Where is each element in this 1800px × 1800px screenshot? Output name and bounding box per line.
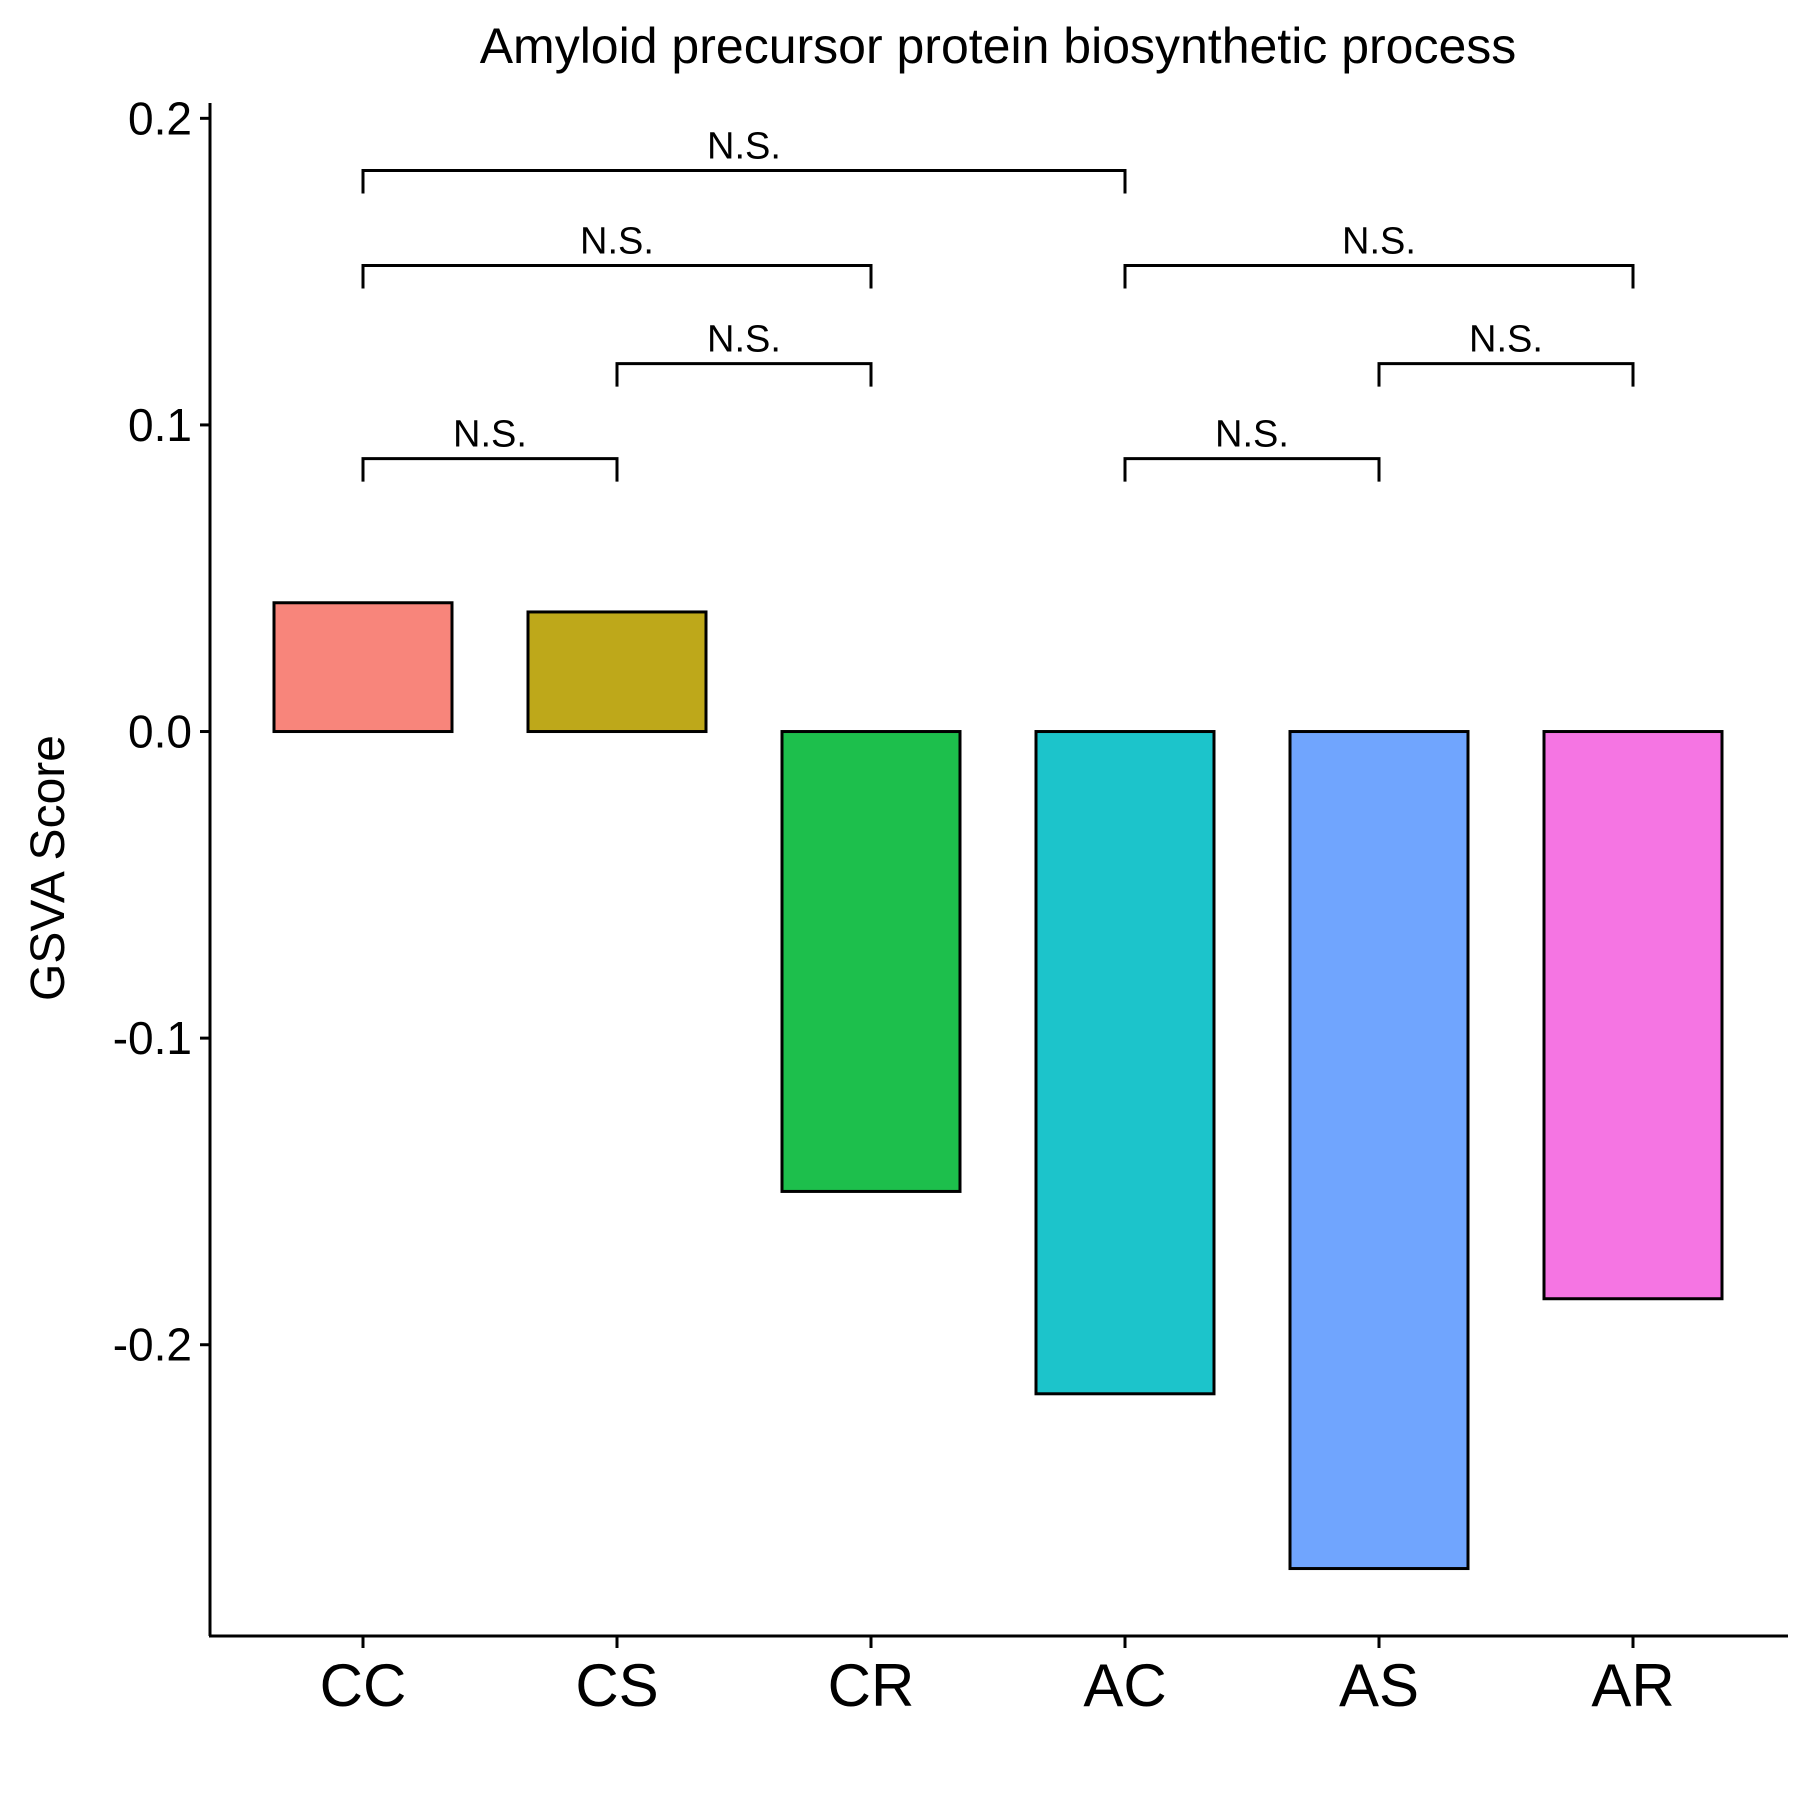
bracket-line bbox=[1377, 362, 1635, 387]
significance-label: N.S. bbox=[1215, 414, 1289, 456]
bar-as bbox=[1288, 730, 1470, 1571]
significance-label: N.S. bbox=[707, 125, 781, 167]
significance-label: N.S. bbox=[453, 414, 527, 456]
x-tick-label: AS bbox=[1339, 1652, 1419, 1719]
y-tick-label: 0.1 bbox=[128, 399, 192, 451]
significance-label: N.S. bbox=[1342, 220, 1416, 262]
bracket-line bbox=[361, 168, 1127, 194]
bar-cr bbox=[780, 730, 962, 1193]
y-tick-label: 0.2 bbox=[128, 92, 192, 144]
bar-cc bbox=[272, 601, 454, 734]
significance-label: N.S. bbox=[1469, 319, 1543, 361]
comparison-bracket: N.S. bbox=[615, 319, 873, 387]
comparison-bracket: N.S. bbox=[361, 220, 873, 289]
bracket-line bbox=[1123, 263, 1635, 289]
y-tick-label: 0.0 bbox=[128, 706, 192, 758]
comparison-bracket: N.S. bbox=[1123, 220, 1635, 289]
comparison-bracket: N.S. bbox=[361, 414, 619, 482]
bracket-line bbox=[361, 263, 873, 289]
y-tick-label: -0.1 bbox=[113, 1012, 192, 1064]
bar-ar bbox=[1542, 730, 1724, 1301]
y-axis: 0.2 0.1 0.0 -0.1 -0.2 bbox=[113, 92, 212, 1636]
x-tick-label: CR bbox=[828, 1652, 915, 1719]
x-tick-label: CS bbox=[575, 1652, 658, 1719]
comparison-bracket: N.S. bbox=[361, 125, 1127, 194]
significance-label: N.S. bbox=[580, 220, 654, 262]
significance-label: N.S. bbox=[707, 319, 781, 361]
chart-title: Amyloid precursor protein biosynthetic p… bbox=[480, 18, 1517, 74]
comparison-bracket: N.S. bbox=[1377, 319, 1635, 387]
comparison-bracket: N.S. bbox=[1123, 414, 1381, 482]
x-axis: CC CS CR AC AS AR bbox=[209, 1634, 1788, 1719]
bracket-line bbox=[1123, 457, 1381, 482]
x-tick-label: CC bbox=[320, 1652, 407, 1719]
y-tick-label: -0.2 bbox=[113, 1319, 192, 1371]
significance-brackets: N.S. N.S. N.S. N.S. N.S. N.S. N.S. bbox=[361, 125, 1635, 482]
bar-ac bbox=[1034, 730, 1216, 1396]
bracket-line bbox=[361, 457, 619, 482]
bracket-line bbox=[615, 362, 873, 387]
x-tick-label: AC bbox=[1083, 1652, 1166, 1719]
bars bbox=[272, 601, 1724, 1571]
y-axis-label: GSVA Score bbox=[22, 735, 75, 1001]
x-tick-label: AR bbox=[1591, 1652, 1674, 1719]
bar-cs bbox=[526, 610, 708, 734]
